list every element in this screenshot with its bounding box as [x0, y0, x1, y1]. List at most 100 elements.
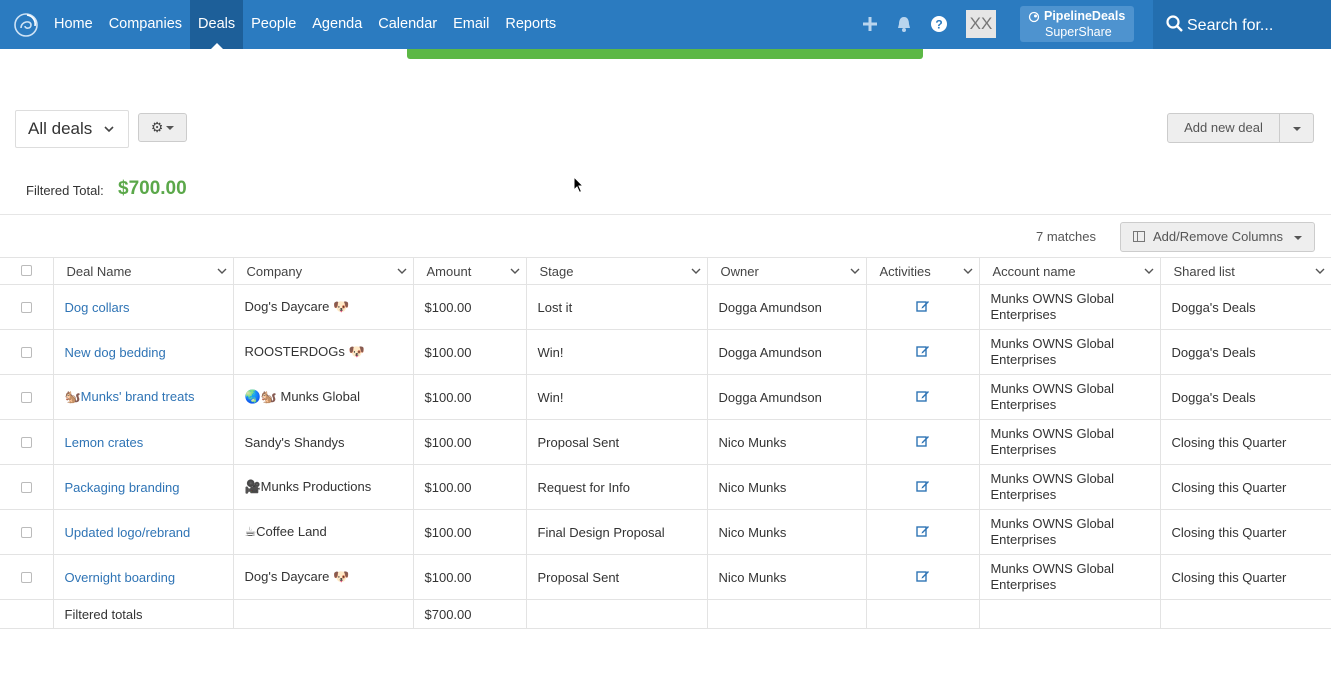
nav-home[interactable]: Home	[54, 16, 93, 32]
table-row[interactable]: Updated logo/rebrand ☕Coffee Land $100.00 F…	[0, 509, 1331, 555]
edit-icon[interactable]	[915, 569, 930, 583]
notification-banner	[407, 49, 923, 59]
avatar[interactable]: XX	[966, 10, 996, 38]
totals-empty-cell	[526, 599, 708, 629]
row-checkbox[interactable]	[20, 392, 32, 403]
logo-swirl-icon[interactable]	[13, 12, 39, 38]
table-row[interactable]: Packaging branding 🎥Munks Productions $100…	[0, 464, 1331, 510]
chevron-down-icon[interactable]	[397, 268, 407, 275]
nav-people[interactable]: People	[251, 16, 297, 32]
table-row[interactable]: 🐿️Munks' brand treats 🌏🐿️ Munks Global $10…	[0, 374, 1331, 420]
nav-calendar[interactable]: Calendar	[378, 16, 438, 32]
chevron-down-icon[interactable]	[1144, 268, 1154, 275]
chevron-down-icon[interactable]	[691, 268, 701, 275]
column-header-account-name[interactable]: Account name	[979, 257, 1161, 285]
deal-name-link[interactable]: New dog bedding	[64, 344, 166, 360]
plus-icon[interactable]	[860, 14, 880, 34]
deal-name-cell: 🐿️Munks' brand treats	[53, 374, 234, 420]
deal-name-link[interactable]: Packaging branding	[64, 479, 180, 495]
stage-cell: Final Design Proposal	[526, 509, 708, 555]
nav-email[interactable]: Email	[453, 16, 490, 32]
chevron-down-icon[interactable]	[510, 268, 520, 275]
row-select-cell	[0, 329, 54, 375]
nav-agenda[interactable]: Agenda	[312, 16, 363, 32]
table-row[interactable]: New dog bedding ROOSTERDOGs 🐶 $100.00 Win! D…	[0, 329, 1331, 375]
chevron-down-icon	[104, 126, 114, 133]
filtered-total-value: $700.00	[118, 178, 187, 199]
main-nav: Home Companies Deals People Agenda Calen…	[46, 0, 564, 49]
edit-icon[interactable]	[915, 524, 930, 538]
deal-name-link[interactable]: 🐿️Munks' brand treats	[64, 389, 195, 404]
company-cell: ROOSTERDOGs 🐶	[233, 329, 414, 375]
activities-cell	[866, 284, 980, 330]
row-checkbox[interactable]	[20, 527, 32, 538]
column-header-amount[interactable]: Amount	[413, 257, 527, 285]
amount-cell: $100.00	[413, 419, 527, 465]
settings-dropdown-button[interactable]: ⚙	[138, 113, 187, 142]
chevron-down-icon[interactable]	[217, 268, 227, 275]
account-name-cell: Munks OWNS Global Enterprises	[979, 554, 1161, 600]
edit-icon[interactable]	[915, 299, 930, 313]
nav-deals[interactable]: Deals	[190, 0, 244, 49]
add-new-deal-dropdown[interactable]	[1280, 113, 1314, 143]
deal-name-link[interactable]: Dog collars	[64, 299, 130, 315]
add-remove-columns-button[interactable]: Add/Remove Columns	[1120, 222, 1315, 252]
global-search[interactable]: Search for...	[1153, 0, 1331, 49]
bell-icon[interactable]	[894, 14, 914, 34]
caret-down-icon	[1293, 127, 1301, 131]
owner-cell: Nico Munks	[707, 419, 867, 465]
supershare-title: PipelineDeals	[1044, 9, 1126, 23]
deal-name-link[interactable]: Lemon crates	[64, 434, 144, 450]
select-all-checkbox[interactable]	[20, 264, 32, 276]
totals-empty-cell	[979, 599, 1161, 629]
supershare-button[interactable]: PipelineDeals SuperShare	[1020, 6, 1134, 42]
activities-cell	[866, 374, 980, 420]
account-name-line-2: Enterprises	[990, 307, 1057, 322]
table-row[interactable]: Overnight boarding Dog's Daycare 🐶 $100.00…	[0, 554, 1331, 600]
deal-name-link[interactable]: Updated logo/rebrand	[64, 524, 191, 540]
help-icon[interactable]: ?	[929, 14, 949, 34]
account-name-line-1: Munks OWNS Global	[990, 291, 1115, 306]
account-name-line-2: Enterprises	[990, 397, 1057, 412]
chevron-down-icon[interactable]	[850, 268, 860, 275]
edit-icon[interactable]	[915, 479, 930, 493]
view-selector[interactable]: All deals	[15, 110, 129, 148]
column-header-deal-name[interactable]: Deal Name	[53, 257, 234, 285]
column-header-company[interactable]: Company	[233, 257, 414, 285]
column-header-activities[interactable]: Activities	[866, 257, 980, 285]
nav-companies[interactable]: Companies	[108, 16, 183, 32]
column-header-owner[interactable]: Owner	[707, 257, 867, 285]
account-name-cell: Munks OWNS Global Enterprises	[979, 284, 1161, 330]
supershare-subtitle: SuperShare	[1045, 25, 1112, 39]
column-header-stage[interactable]: Stage	[526, 257, 708, 285]
deal-name-cell: New dog bedding	[53, 329, 234, 375]
company-cell: Dog's Daycare 🐶	[233, 554, 414, 600]
row-checkbox[interactable]	[20, 482, 32, 493]
account-name-line-1: Munks OWNS Global	[990, 336, 1115, 351]
owner-cell: Dogga Amundson	[707, 374, 867, 420]
row-checkbox[interactable]	[20, 572, 32, 583]
deal-name-link[interactable]: Overnight boarding	[64, 569, 176, 585]
chevron-down-icon[interactable]	[963, 268, 973, 275]
add-new-deal-button[interactable]: Add new deal	[1167, 113, 1280, 143]
totals-label: Filtered totals	[53, 599, 234, 629]
owner-cell: Nico Munks	[707, 554, 867, 600]
amount-cell: $100.00	[413, 329, 527, 375]
column-header-shared-list[interactable]: Shared list	[1160, 257, 1331, 285]
edit-icon[interactable]	[915, 344, 930, 358]
amount-cell: $100.00	[413, 464, 527, 510]
table-row[interactable]: Lemon crates Sandy's Shandys $100.00 Propos…	[0, 419, 1331, 465]
row-checkbox[interactable]	[20, 302, 32, 313]
edit-icon[interactable]	[915, 389, 930, 403]
row-checkbox[interactable]	[20, 437, 32, 448]
row-checkbox[interactable]	[20, 347, 32, 358]
row-select-cell	[0, 554, 54, 600]
account-name-line-1: Munks OWNS Global	[990, 561, 1115, 576]
totals-amount: $700.00	[413, 599, 527, 629]
chevron-down-icon[interactable]	[1315, 268, 1325, 275]
edit-icon[interactable]	[915, 434, 930, 448]
view-selector-label: All deals	[28, 119, 93, 138]
table-row[interactable]: Dog collars Dog's Daycare 🐶 $100.00 Lost it…	[0, 284, 1331, 330]
shared-list-cell: Closing this Quarter	[1160, 509, 1331, 555]
nav-reports[interactable]: Reports	[505, 16, 557, 32]
